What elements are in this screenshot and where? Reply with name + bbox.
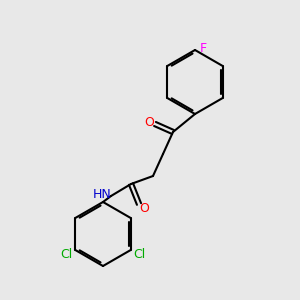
Text: O: O <box>139 202 149 215</box>
Text: F: F <box>200 41 207 55</box>
Text: Cl: Cl <box>134 248 146 260</box>
Text: O: O <box>144 116 154 130</box>
Text: HN: HN <box>93 188 111 202</box>
Text: Cl: Cl <box>60 248 72 260</box>
